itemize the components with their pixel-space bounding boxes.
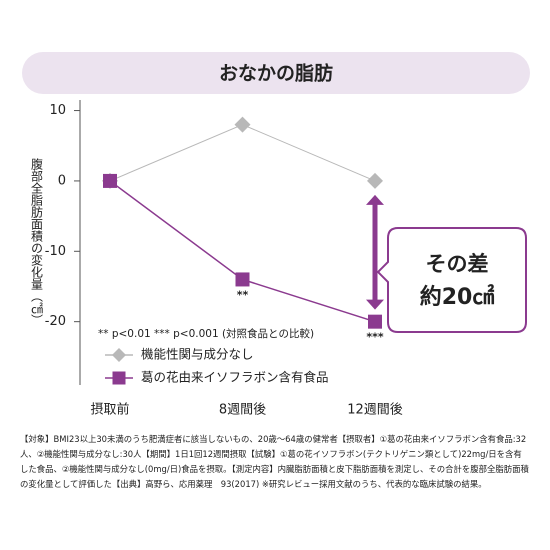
chart: おなかの脂肪 腹部全脂肪面積の変化量（㎠） その差 約20㎠ ** p<0.01… — [22, 52, 530, 418]
point — [103, 173, 117, 188]
legend-label: 機能性関与成分なし — [141, 347, 254, 362]
callout-text: 約20㎠ — [420, 284, 495, 310]
x-tick-label: 8週間後 — [219, 403, 266, 418]
note: ** p<0.01 *** p<0.001 (対照食品との比較) — [98, 327, 314, 340]
legend-marker — [112, 371, 126, 385]
point — [368, 314, 382, 329]
point — [235, 272, 250, 287]
significance-label: *** — [366, 331, 384, 344]
point — [234, 116, 251, 133]
y-tick-label: -10 — [45, 244, 66, 259]
y-tick-label: -20 — [45, 314, 66, 329]
callout-text: その差 — [426, 252, 489, 276]
x-tick-label: 12週間後 — [347, 403, 403, 418]
y-tick-label: 10 — [49, 103, 66, 118]
callout-box — [376, 227, 527, 333]
x-tick-label: 摂取前 — [90, 402, 129, 418]
point — [367, 172, 383, 189]
significance-label: ** — [237, 288, 249, 301]
legend-label: 葛の花由来イソフラボン含有食品 — [141, 370, 329, 385]
chart-title: おなかの脂肪 — [219, 62, 333, 85]
title-banner — [22, 52, 530, 94]
arrow-head — [366, 299, 384, 310]
legend-marker — [112, 348, 126, 362]
footnote: 【対象】BMI23以上30未満のうち肥満症者に該当しないもの、20歳～64歳の健… — [20, 434, 529, 489]
series-line — [109, 124, 376, 182]
arrow-head — [366, 194, 384, 205]
y-axis-label: 腹部全脂肪面積の変化量（㎠） — [30, 158, 44, 326]
y-tick-label: 0 — [58, 173, 66, 188]
